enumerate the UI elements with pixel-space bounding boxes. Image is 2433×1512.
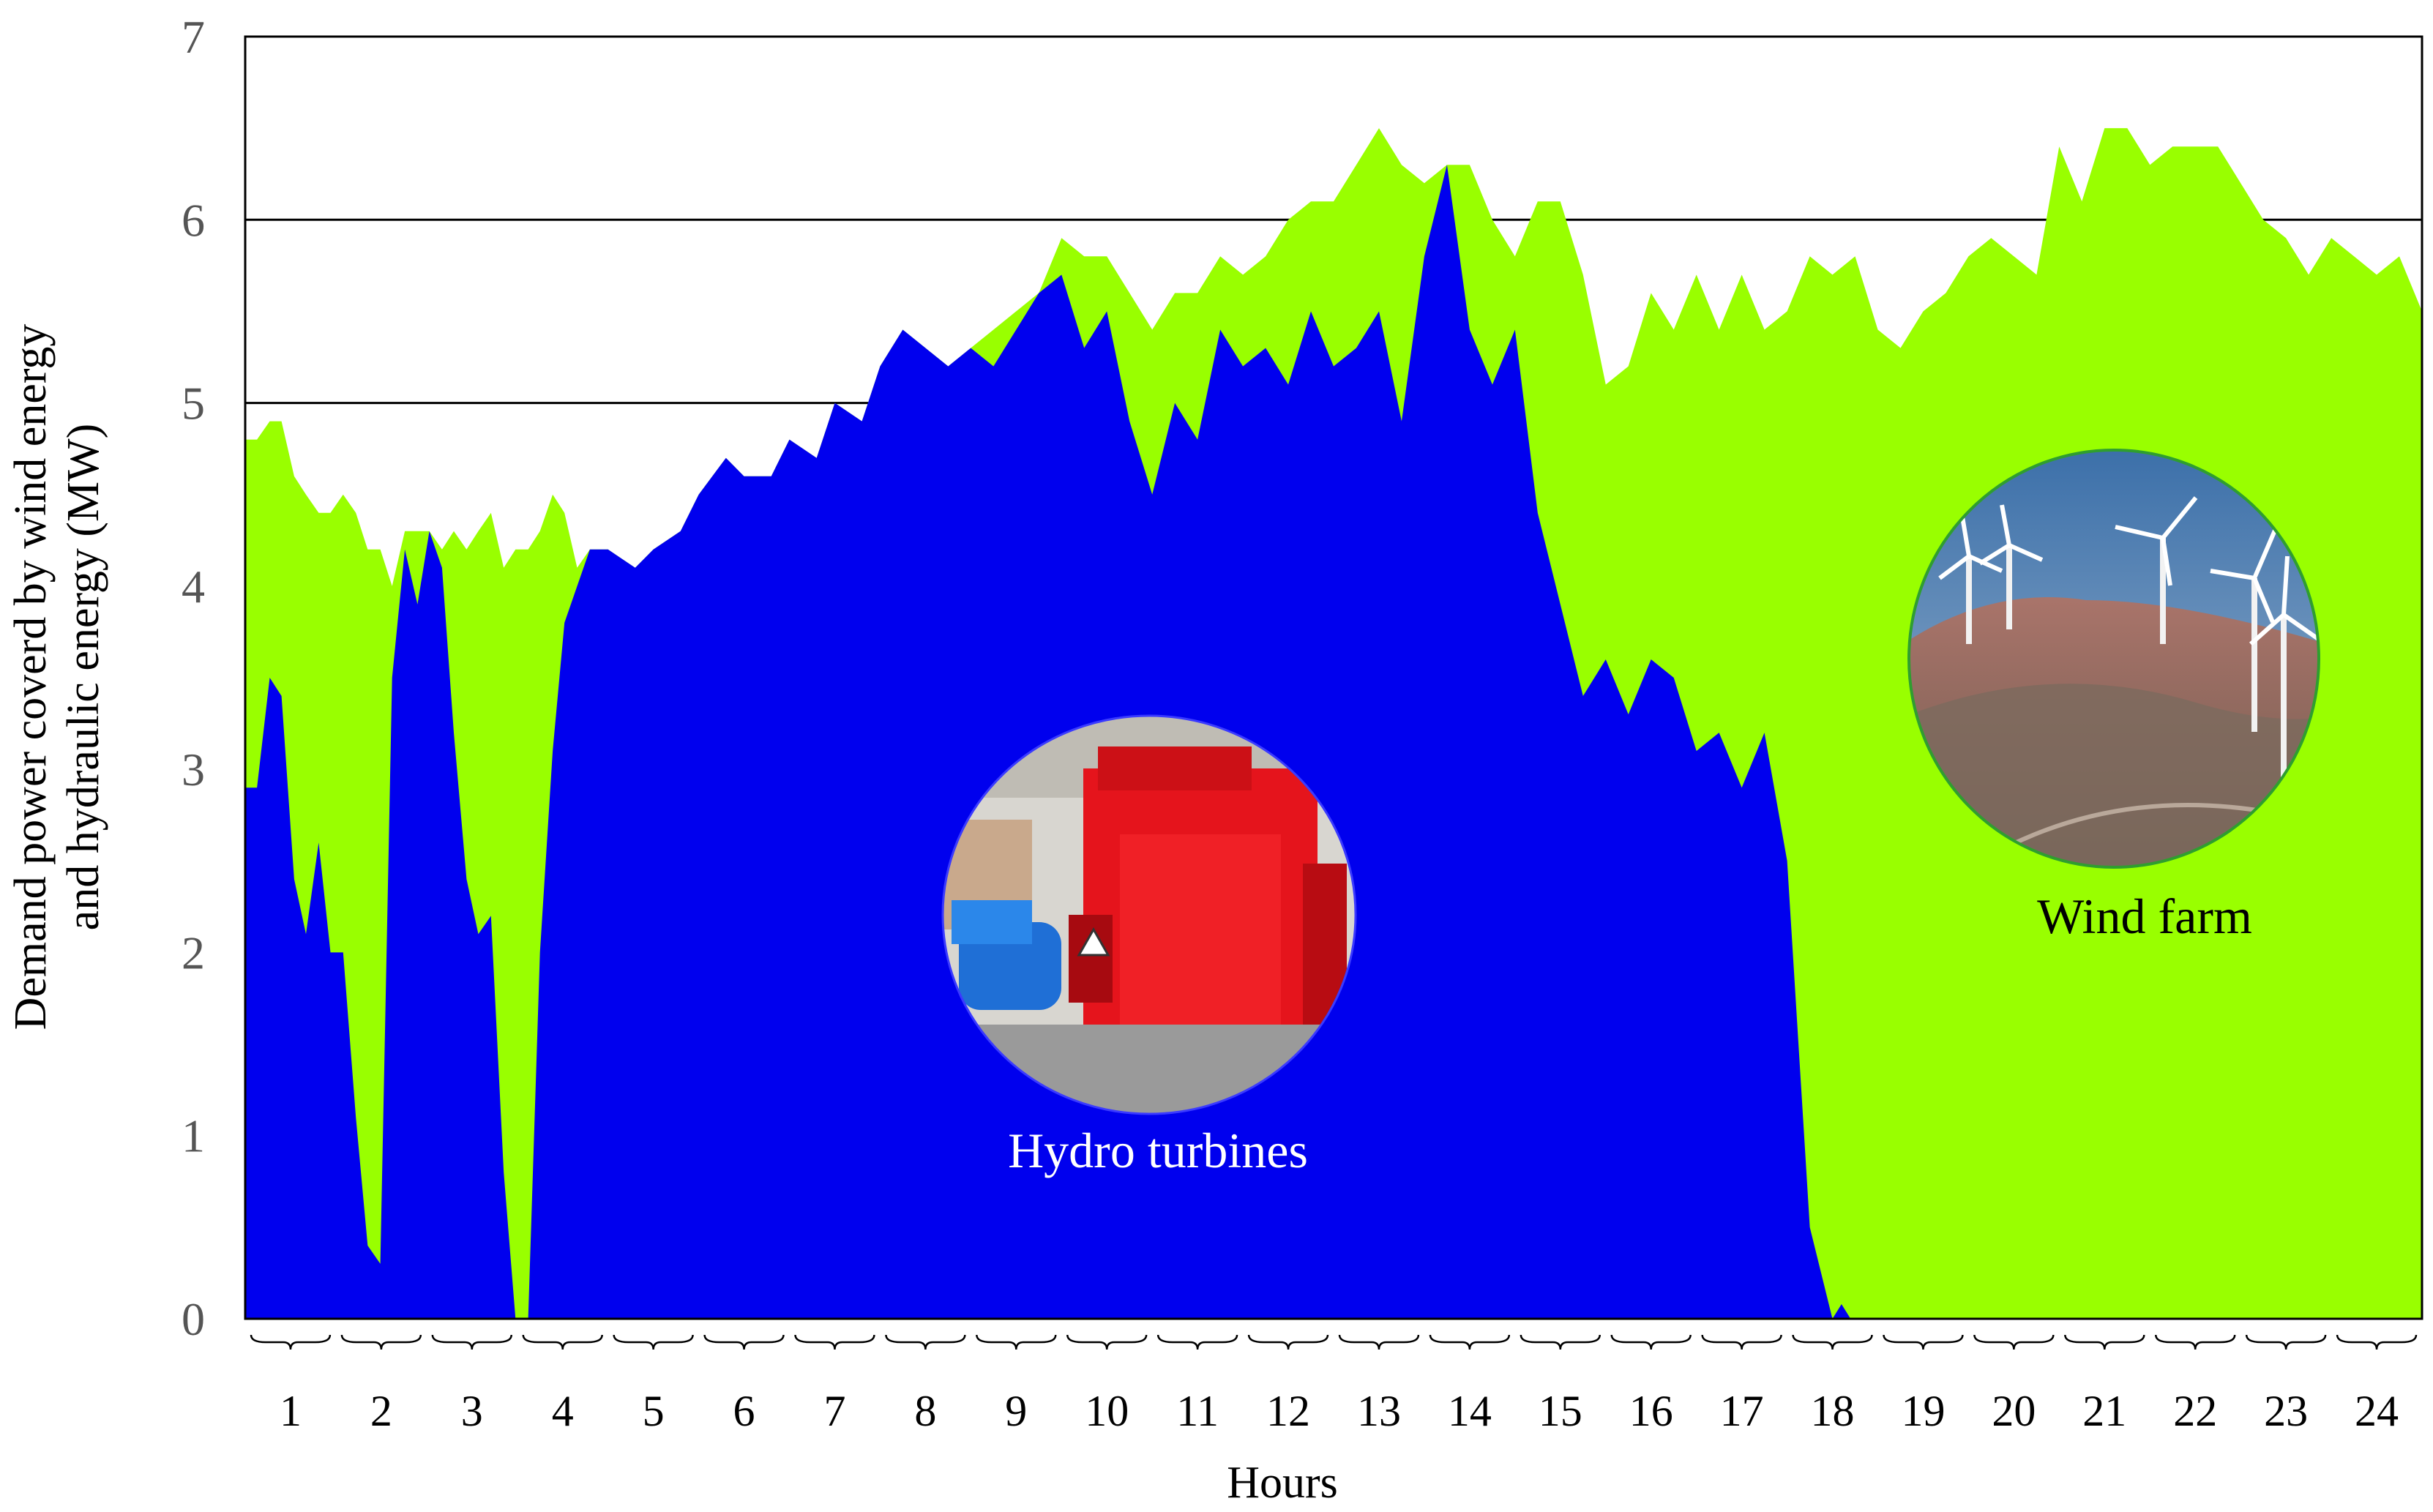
hour-braces (250, 1334, 2418, 1350)
x-tick-label: 4 (552, 1387, 574, 1435)
x-tick-label: 15 (1539, 1387, 1582, 1435)
hour-brace (885, 1334, 966, 1350)
y-tick-label: 1 (182, 1110, 205, 1162)
y-axis-title-line-2: and hydraulic energy (MW) (59, 424, 108, 931)
x-tick-label: 22 (2173, 1387, 2217, 1435)
x-tick-label: 3 (461, 1387, 483, 1435)
hour-brace (1066, 1334, 1148, 1350)
hour-brace (1247, 1334, 1329, 1350)
hour-brace (1883, 1334, 1964, 1350)
hour-brace (1338, 1334, 1420, 1350)
y-axis-title: Demand power coverd by wind energy and h… (6, 324, 108, 1030)
y-tick-label: 2 (182, 927, 205, 978)
y-tick-label: 7 (182, 11, 205, 63)
x-tick-label: 6 (733, 1387, 755, 1435)
x-tick-label: 19 (1901, 1387, 1945, 1435)
hour-brace (1429, 1334, 1511, 1350)
hydro-turbines-label: Hydro turbines (1008, 1123, 1308, 1178)
x-tick-label: 1 (280, 1387, 302, 1435)
x-tick-label: 8 (914, 1387, 936, 1435)
wind-farm-label: Wind farm (2037, 888, 2252, 944)
x-axis-title: Hours (1227, 1458, 1338, 1508)
hour-brace (1610, 1334, 1692, 1350)
hour-brace (976, 1334, 1057, 1350)
y-tick-label: 6 (182, 194, 205, 246)
hour-brace (2336, 1334, 2418, 1350)
y-tick-label: 5 (182, 378, 205, 430)
hour-brace (613, 1334, 694, 1350)
x-tick-label: 9 (1005, 1387, 1027, 1435)
x-tick-label: 17 (1720, 1387, 1764, 1435)
x-tick-label: 10 (1085, 1387, 1129, 1435)
hour-brace (431, 1334, 512, 1350)
hour-brace (1156, 1334, 1238, 1350)
x-tick-label: 11 (1176, 1387, 1219, 1435)
x-tick-label: 20 (1992, 1387, 2036, 1435)
y-tick-label: 4 (182, 561, 205, 613)
y-tick-label: 0 (182, 1293, 205, 1345)
wind-farm-photo-icon (1907, 449, 2320, 869)
x-tick-label: 5 (643, 1387, 665, 1435)
hour-brace (703, 1334, 785, 1350)
hour-brace (2245, 1334, 2327, 1350)
hour-brace (2064, 1334, 2145, 1350)
hour-brace (522, 1334, 603, 1350)
y-axis-title-line-1: Demand power coverd by wind energy (6, 324, 56, 1030)
hour-brace (1973, 1334, 2055, 1350)
x-tick-label: 2 (370, 1387, 392, 1435)
hydraulic-energy-area (245, 165, 2422, 1319)
hour-brace (1792, 1334, 1873, 1350)
hour-brace (2155, 1334, 2236, 1350)
y-tick-label: 3 (182, 744, 205, 796)
x-tick-label: 21 (2082, 1387, 2126, 1435)
hour-brace (340, 1334, 422, 1350)
plot-frame (244, 35, 2423, 1320)
x-tick-label: 12 (1266, 1387, 1310, 1435)
hour-labels: 1 2 3 4 5 6 7 8 9 10 11 12 13 14 15 16 17 18 19 20 21 22 23 24 (280, 1387, 2399, 1435)
x-tick-label: 13 (1357, 1387, 1401, 1435)
x-tick-label: 23 (2264, 1387, 2308, 1435)
hour-brace (1701, 1334, 1782, 1350)
y-axis-ticks: 0 1 2 3 4 5 6 7 (182, 11, 205, 1345)
hour-brace (794, 1334, 875, 1350)
x-tick-label: 14 (1448, 1387, 1492, 1435)
x-tick-label: 16 (1629, 1387, 1673, 1435)
x-tick-label: 24 (2355, 1387, 2399, 1435)
x-tick-label: 18 (1811, 1387, 1855, 1435)
hour-brace (250, 1334, 332, 1350)
x-tick-label: 7 (823, 1387, 845, 1435)
hour-brace (1520, 1334, 1601, 1350)
